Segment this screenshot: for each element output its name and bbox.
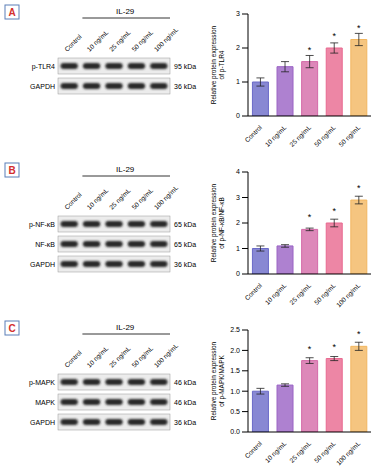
svg-text:25 ng/mL: 25 ng/mL xyxy=(108,186,133,211)
svg-text:Control: Control xyxy=(243,281,263,301)
svg-text:2.5: 2.5 xyxy=(230,326,240,333)
svg-text:*: * xyxy=(332,31,336,41)
svg-text:25 ng/mL: 25 ng/mL xyxy=(288,123,313,148)
svg-text:*: * xyxy=(308,344,312,354)
svg-text:*: * xyxy=(357,329,361,339)
svg-text:C: C xyxy=(8,323,15,334)
svg-text:B: B xyxy=(8,165,15,176)
svg-text:Control: Control xyxy=(63,33,83,53)
svg-text:36 kDa: 36 kDa xyxy=(174,83,196,90)
svg-text:Control: Control xyxy=(63,349,83,369)
svg-text:p-MAPK: p-MAPK xyxy=(29,379,55,387)
svg-text:0: 0 xyxy=(236,270,240,277)
svg-text:Control: Control xyxy=(243,123,263,143)
svg-text:100 ng/mL: 100 ng/mL xyxy=(335,281,363,309)
svg-text:46 kDa: 46 kDa xyxy=(174,399,196,406)
svg-text:10 ng/mL: 10 ng/mL xyxy=(263,281,288,306)
svg-text:25 ng/mL: 25 ng/mL xyxy=(108,28,133,53)
svg-text:p-NF-κB: p-NF-κB xyxy=(29,221,55,229)
svg-text:*: * xyxy=(357,23,361,33)
svg-text:36 kDa: 36 kDa xyxy=(174,261,196,268)
svg-text:Control: Control xyxy=(243,439,263,459)
svg-text:100 ng/mL: 100 ng/mL xyxy=(153,184,181,212)
svg-text:1.0: 1.0 xyxy=(230,388,240,395)
svg-text:50 ng/mL: 50 ng/mL xyxy=(130,344,155,369)
svg-text:10 ng/mL: 10 ng/mL xyxy=(85,186,110,211)
svg-text:4: 4 xyxy=(236,168,240,175)
svg-text:A: A xyxy=(8,7,15,18)
svg-text:36 kDa: 36 kDa xyxy=(174,419,196,426)
svg-text:25 ng/mL: 25 ng/mL xyxy=(288,439,313,464)
svg-text:1: 1 xyxy=(236,245,240,252)
svg-text:*: * xyxy=(308,212,312,222)
svg-text:0: 0 xyxy=(236,112,240,119)
svg-text:95 kDa: 95 kDa xyxy=(174,63,196,70)
svg-text:0.0: 0.0 xyxy=(230,428,240,435)
svg-text:46 kDa: 46 kDa xyxy=(174,379,196,386)
svg-text:100 ng/mL: 100 ng/mL xyxy=(153,26,181,54)
svg-text:Relative protein expressionof: Relative protein expressionof p-NF-κB/NF… xyxy=(210,183,226,262)
svg-text:1: 1 xyxy=(236,78,240,85)
svg-text:3: 3 xyxy=(236,10,240,17)
svg-text:100 ng/mL: 100 ng/mL xyxy=(335,439,363,467)
svg-text:2: 2 xyxy=(236,219,240,226)
svg-text:IL-29: IL-29 xyxy=(116,7,135,16)
svg-text:3: 3 xyxy=(236,194,240,201)
svg-text:*: * xyxy=(332,206,336,216)
svg-text:100 ng/mL: 100 ng/mL xyxy=(153,342,181,370)
svg-text:10 ng/mL: 10 ng/mL xyxy=(85,28,110,53)
svg-text:*: * xyxy=(357,183,361,193)
svg-text:p-TLR4: p-TLR4 xyxy=(32,63,55,71)
svg-text:65 kDa: 65 kDa xyxy=(174,221,196,228)
svg-text:GAPDH: GAPDH xyxy=(30,83,55,90)
svg-text:MAPK: MAPK xyxy=(35,399,55,406)
svg-text:25 ng/mL: 25 ng/mL xyxy=(108,344,133,369)
svg-text:IL-29: IL-29 xyxy=(116,323,135,332)
svg-text:50 ng/mL: 50 ng/mL xyxy=(337,123,362,148)
svg-text:1.5: 1.5 xyxy=(230,367,240,374)
svg-text:50 ng/mL: 50 ng/mL xyxy=(312,439,337,464)
svg-text:50 ng/mL: 50 ng/mL xyxy=(312,281,337,306)
svg-text:50 ng/mL: 50 ng/mL xyxy=(130,28,155,53)
svg-text:IL-29: IL-29 xyxy=(116,165,135,174)
svg-text:*: * xyxy=(332,342,336,352)
svg-text:GAPDH: GAPDH xyxy=(30,261,55,268)
svg-text:2: 2 xyxy=(236,44,240,51)
svg-text:*: * xyxy=(308,45,312,55)
svg-text:10 ng/mL: 10 ng/mL xyxy=(85,344,110,369)
svg-text:0.5: 0.5 xyxy=(230,408,240,415)
svg-text:50 ng/mL: 50 ng/mL xyxy=(313,123,338,148)
svg-text:50 ng/mL: 50 ng/mL xyxy=(130,186,155,211)
svg-text:NF-κB: NF-κB xyxy=(35,241,55,248)
svg-text:Control: Control xyxy=(63,191,83,211)
svg-text:10 ng/mL: 10 ng/mL xyxy=(263,123,288,148)
svg-text:GAPDH: GAPDH xyxy=(30,419,55,426)
svg-text:Relative protein expressionof: Relative protein expressionof p-MAPK/MAP… xyxy=(210,341,226,420)
svg-text:10 ng/mL: 10 ng/mL xyxy=(263,439,288,464)
svg-text:2.0: 2.0 xyxy=(230,347,240,354)
svg-text:65 kDa: 65 kDa xyxy=(174,241,196,248)
svg-text:Relative protein expressionof: Relative protein expressionof p-TLR4 xyxy=(210,25,226,104)
svg-text:25 ng/mL: 25 ng/mL xyxy=(288,281,313,306)
